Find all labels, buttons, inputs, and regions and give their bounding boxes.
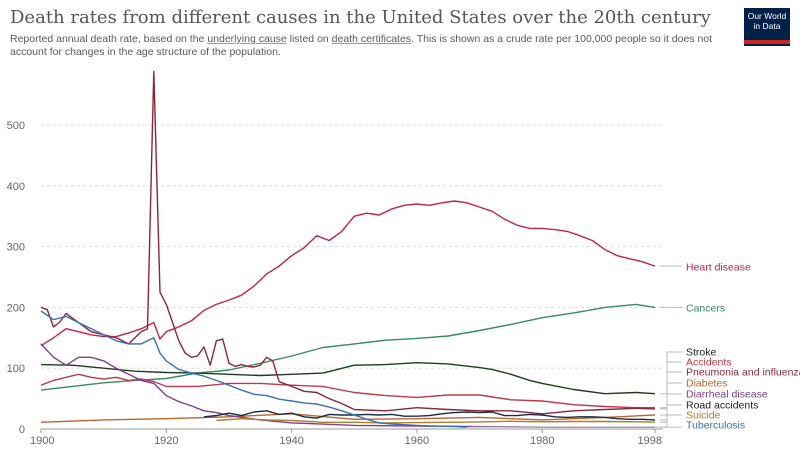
leader-line-accidents bbox=[660, 361, 682, 409]
x-tick-label: 1940 bbox=[279, 435, 303, 447]
subtitle-text-2: listed on bbox=[286, 33, 332, 45]
series-label-diarrheal-disease: Diarrheal disease bbox=[686, 389, 768, 401]
leader-line-stroke bbox=[660, 351, 682, 395]
series-label-suicide: Suicide bbox=[686, 410, 721, 422]
series-line-tuberculosis bbox=[40, 310, 468, 428]
leader-line-diabetes bbox=[660, 382, 682, 416]
chart-title: Death rates from different causes in the… bbox=[10, 7, 711, 28]
series-label-pneumonia-and-influenza: Pneumonia and influenza bbox=[686, 367, 800, 379]
owid-logo-accent bbox=[744, 40, 790, 44]
y-tick-label: 300 bbox=[7, 242, 25, 254]
owid-logo-text: Our World in Data bbox=[744, 11, 790, 31]
series-label-road-accidents: Road accidents bbox=[686, 400, 758, 412]
leader-line-pneumonia-and-influenza bbox=[660, 371, 682, 410]
death-certificates-link[interactable]: death certificates bbox=[331, 33, 412, 45]
x-tick-label: 1900 bbox=[30, 435, 54, 447]
owid-logo[interactable] bbox=[744, 8, 790, 46]
series-line-road-accidents bbox=[203, 410, 656, 421]
x-tick-label: 1980 bbox=[530, 435, 554, 447]
series-label-diabetes: Diabetes bbox=[686, 378, 727, 390]
series-label-stroke: Stroke bbox=[686, 347, 717, 359]
y-tick-label: 0 bbox=[19, 424, 25, 436]
series-labels: Heart disease Cancers StrokeAccidentsPneum… bbox=[472, 262, 800, 432]
subtitle-text-3: . This is shown as a crude rate per 100,… bbox=[10, 33, 713, 58]
series-label-cancers: Cancers bbox=[686, 303, 725, 315]
x-tick-label: 1920 bbox=[154, 435, 178, 447]
series-line-pneumonia-and-influenza bbox=[40, 70, 656, 415]
y-tick-label: 100 bbox=[7, 363, 25, 375]
logo-line-2: in Data bbox=[753, 21, 781, 31]
y-axis-ticks: 0 100 200 300 400 500 bbox=[7, 120, 25, 436]
leader-line-road-accidents bbox=[660, 404, 682, 421]
y-tick-label: 400 bbox=[7, 181, 25, 193]
series-line-suicide bbox=[216, 418, 656, 424]
x-tick-label: 1960 bbox=[405, 435, 429, 447]
underlying-cause-link[interactable]: underlying cause bbox=[207, 33, 287, 45]
series-label-tuberculosis: Tuberculosis bbox=[686, 420, 745, 432]
subtitle-text-1: Reported annual death rate, based on the bbox=[10, 33, 208, 45]
chart-subtitle: Reported annual death rate, based on the… bbox=[10, 33, 725, 59]
y-tick-label: 500 bbox=[7, 120, 25, 132]
x-tick-label: 1998 bbox=[638, 435, 662, 447]
series-line-cancers bbox=[40, 303, 656, 391]
chart-grid bbox=[41, 124, 663, 430]
series-line-accidents bbox=[40, 373, 655, 409]
y-tick-label: 200 bbox=[7, 302, 25, 314]
x-axis-ticks: 1900 1920 1940 1960 1980 1998 bbox=[30, 429, 662, 447]
series-line-heart-disease bbox=[40, 200, 656, 347]
series-lines bbox=[40, 70, 656, 428]
logo-line-1: Our World bbox=[747, 11, 787, 21]
series-label-accidents: Accidents bbox=[686, 357, 732, 369]
series-line-diabetes bbox=[40, 413, 656, 423]
series-line-stroke bbox=[40, 362, 656, 395]
series-label-heart-disease: Heart disease bbox=[686, 262, 751, 274]
leader-line-suicide bbox=[660, 414, 682, 423]
